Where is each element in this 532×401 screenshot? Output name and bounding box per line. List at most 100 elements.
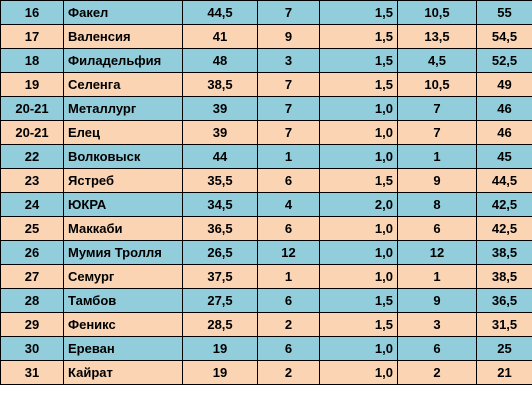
points-cell: 46 bbox=[476, 120, 532, 145]
team-cell: Елец bbox=[63, 120, 183, 145]
value-cell-a: 19 bbox=[182, 336, 258, 361]
points-cell: 49 bbox=[476, 72, 532, 97]
value-cell-a: 34,5 bbox=[182, 192, 258, 217]
value-cell-c: 1,5 bbox=[319, 168, 398, 193]
value-cell-d: 8 bbox=[397, 192, 477, 217]
team-cell: ЮКРА bbox=[63, 192, 183, 217]
table-row: 20-21 Елец 39 7 1,0 7 46 bbox=[0, 120, 532, 145]
place-cell: 28 bbox=[0, 288, 64, 313]
table-row: 31 Кайрат 19 2 1,0 2 21 bbox=[0, 360, 532, 385]
place-cell: 26 bbox=[0, 240, 64, 265]
value-cell-c: 1,0 bbox=[319, 336, 398, 361]
value-cell-b: 6 bbox=[257, 336, 320, 361]
place-cell: 18 bbox=[0, 48, 64, 73]
value-cell-b: 6 bbox=[257, 216, 320, 241]
table-row: 26 Мумия Тролля 26,5 12 1,0 12 38,5 bbox=[0, 240, 532, 265]
value-cell-b: 3 bbox=[257, 48, 320, 73]
place-cell: 20-21 bbox=[0, 96, 64, 121]
place-cell: 24 bbox=[0, 192, 64, 217]
value-cell-d: 4,5 bbox=[397, 48, 477, 73]
value-cell-d: 2 bbox=[397, 360, 477, 385]
value-cell-a: 36,5 bbox=[182, 216, 258, 241]
table-row: 20-21 Металлург 39 7 1,0 7 46 bbox=[0, 96, 532, 121]
team-cell: Филадельфия bbox=[63, 48, 183, 73]
value-cell-b: 7 bbox=[257, 120, 320, 145]
value-cell-d: 6 bbox=[397, 216, 477, 241]
value-cell-d: 10,5 bbox=[397, 0, 477, 25]
value-cell-c: 1,5 bbox=[319, 24, 398, 49]
value-cell-d: 1 bbox=[397, 144, 477, 169]
value-cell-a: 37,5 bbox=[182, 264, 258, 289]
value-cell-a: 44,5 bbox=[182, 0, 258, 25]
standings-body: 16 Факел 44,5 7 1,5 10,5 55 17 Валенсия … bbox=[0, 0, 532, 385]
value-cell-c: 1,0 bbox=[319, 144, 398, 169]
value-cell-d: 1 bbox=[397, 264, 477, 289]
value-cell-a: 27,5 bbox=[182, 288, 258, 313]
points-cell: 55 bbox=[476, 0, 532, 25]
points-cell: 52,5 bbox=[476, 48, 532, 73]
value-cell-c: 1,0 bbox=[319, 216, 398, 241]
table-row: 17 Валенсия 41 9 1,5 13,5 54,5 bbox=[0, 24, 532, 49]
value-cell-d: 7 bbox=[397, 96, 477, 121]
team-cell: Волковыск bbox=[63, 144, 183, 169]
table-row: 22 Волковыск 44 1 1,0 1 45 bbox=[0, 144, 532, 169]
value-cell-a: 28,5 bbox=[182, 312, 258, 337]
points-cell: 54,5 bbox=[476, 24, 532, 49]
points-cell: 36,5 bbox=[476, 288, 532, 313]
team-cell: Кайрат bbox=[63, 360, 183, 385]
value-cell-b: 2 bbox=[257, 312, 320, 337]
value-cell-a: 48 bbox=[182, 48, 258, 73]
table-row: 30 Ереван 19 6 1,0 6 25 bbox=[0, 336, 532, 361]
table-row: 18 Филадельфия 48 3 1,5 4,5 52,5 bbox=[0, 48, 532, 73]
team-cell: Валенсия bbox=[63, 24, 183, 49]
team-cell: Семург bbox=[63, 264, 183, 289]
value-cell-a: 39 bbox=[182, 96, 258, 121]
table-row: 28 Тамбов 27,5 6 1,5 9 36,5 bbox=[0, 288, 532, 313]
value-cell-c: 1,5 bbox=[319, 48, 398, 73]
team-cell: Селенга bbox=[63, 72, 183, 97]
value-cell-c: 1,0 bbox=[319, 360, 398, 385]
table-row: 19 Селенга 38,5 7 1,5 10,5 49 bbox=[0, 72, 532, 97]
standings-table: 16 Факел 44,5 7 1,5 10,5 55 17 Валенсия … bbox=[0, 0, 532, 385]
value-cell-c: 1,0 bbox=[319, 96, 398, 121]
place-cell: 27 bbox=[0, 264, 64, 289]
value-cell-b: 2 bbox=[257, 360, 320, 385]
place-cell: 31 bbox=[0, 360, 64, 385]
place-cell: 16 bbox=[0, 0, 64, 25]
team-cell: Металлург bbox=[63, 96, 183, 121]
value-cell-c: 1,5 bbox=[319, 312, 398, 337]
value-cell-b: 6 bbox=[257, 168, 320, 193]
points-cell: 21 bbox=[476, 360, 532, 385]
value-cell-c: 1,0 bbox=[319, 240, 398, 265]
points-cell: 44,5 bbox=[476, 168, 532, 193]
points-cell: 25 bbox=[476, 336, 532, 361]
team-cell: Ереван bbox=[63, 336, 183, 361]
value-cell-d: 9 bbox=[397, 288, 477, 313]
team-cell: Мумия Тролля bbox=[63, 240, 183, 265]
table-row: 29 Феникс 28,5 2 1,5 3 31,5 bbox=[0, 312, 532, 337]
value-cell-d: 3 bbox=[397, 312, 477, 337]
value-cell-d: 7 bbox=[397, 120, 477, 145]
value-cell-b: 4 bbox=[257, 192, 320, 217]
value-cell-b: 7 bbox=[257, 96, 320, 121]
value-cell-c: 1,0 bbox=[319, 264, 398, 289]
value-cell-d: 10,5 bbox=[397, 72, 477, 97]
points-cell: 42,5 bbox=[476, 216, 532, 241]
value-cell-a: 26,5 bbox=[182, 240, 258, 265]
place-cell: 19 bbox=[0, 72, 64, 97]
value-cell-d: 6 bbox=[397, 336, 477, 361]
value-cell-d: 9 bbox=[397, 168, 477, 193]
place-cell: 22 bbox=[0, 144, 64, 169]
points-cell: 38,5 bbox=[476, 240, 532, 265]
team-cell: Феникс bbox=[63, 312, 183, 337]
value-cell-c: 2,0 bbox=[319, 192, 398, 217]
value-cell-c: 1,5 bbox=[319, 0, 398, 25]
points-cell: 45 bbox=[476, 144, 532, 169]
value-cell-a: 19 bbox=[182, 360, 258, 385]
table-row: 25 Маккаби 36,5 6 1,0 6 42,5 bbox=[0, 216, 532, 241]
value-cell-d: 13,5 bbox=[397, 24, 477, 49]
value-cell-a: 41 bbox=[182, 24, 258, 49]
value-cell-d: 12 bbox=[397, 240, 477, 265]
value-cell-c: 1,5 bbox=[319, 288, 398, 313]
table-row: 24 ЮКРА 34,5 4 2,0 8 42,5 bbox=[0, 192, 532, 217]
